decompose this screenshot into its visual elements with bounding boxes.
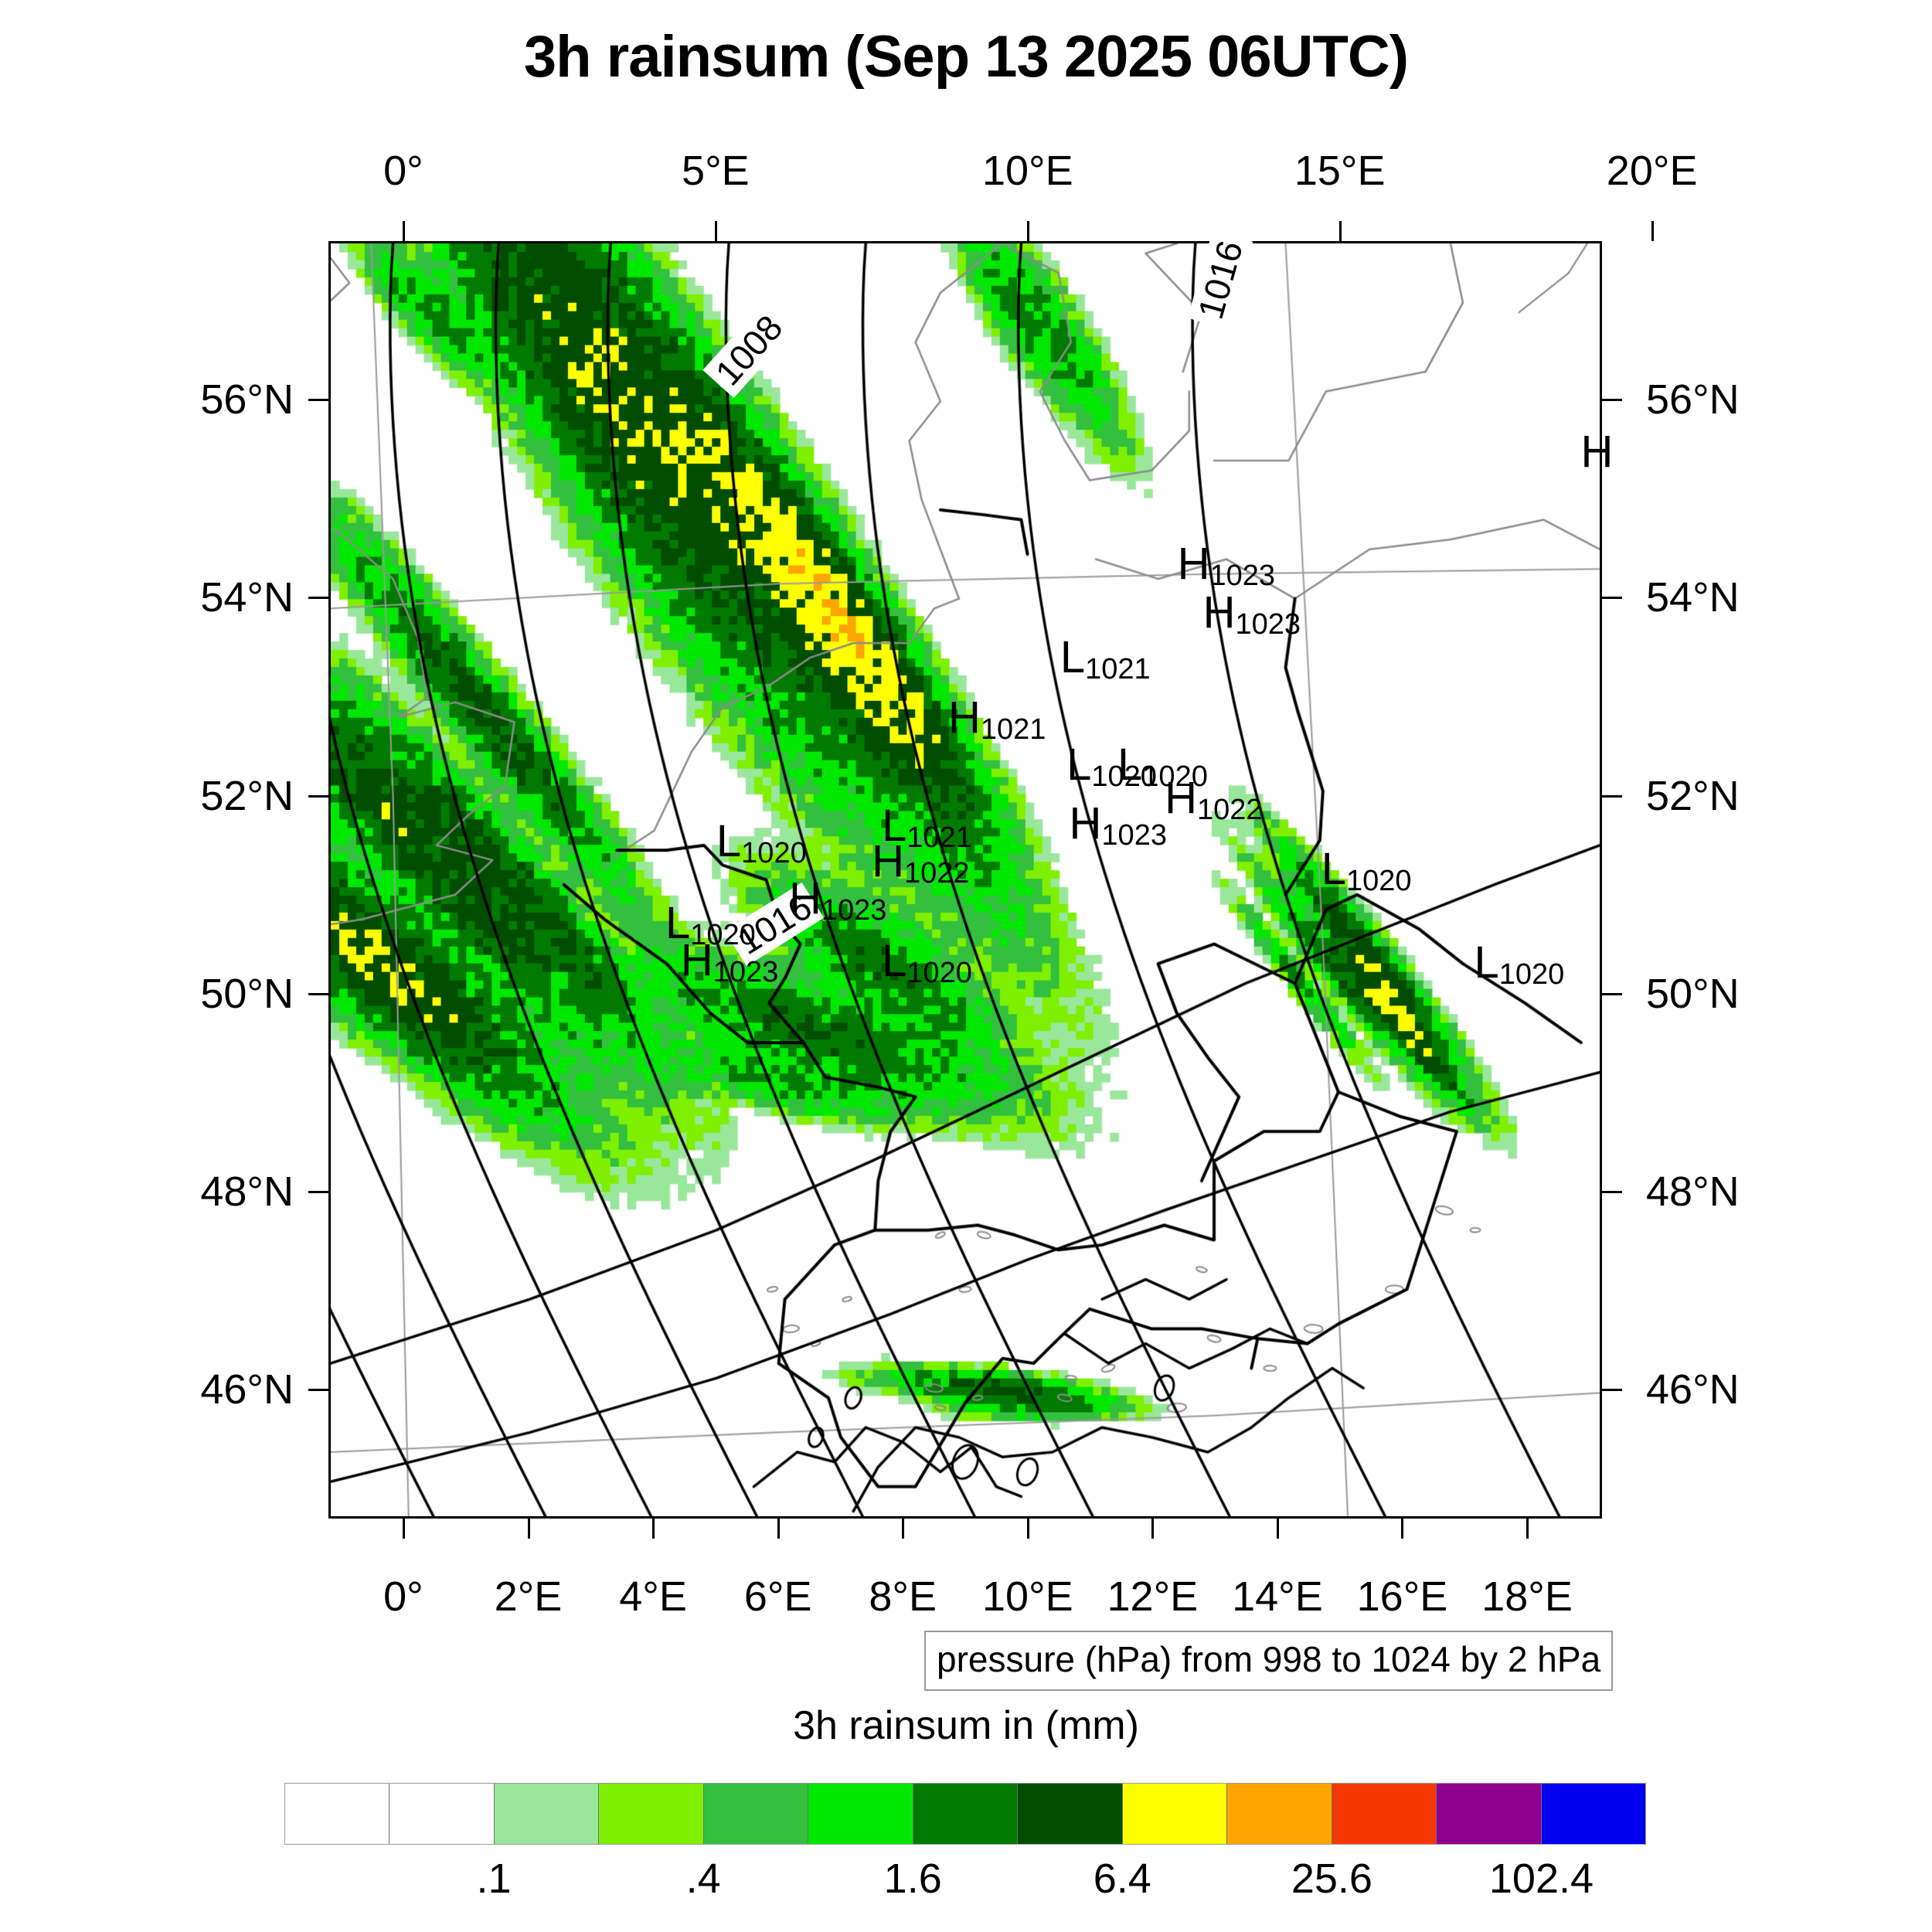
pressure-extreme-low-4: L1020 <box>1066 739 1157 793</box>
colorbar-swatch-3 <box>599 1784 704 1844</box>
axis-tick-left-5 <box>308 1389 328 1392</box>
axis-label-bottom-1: 2°E <box>494 1573 563 1620</box>
axis-tick-right-4 <box>1602 1191 1622 1194</box>
axis-label-bottom-7: 14°E <box>1232 1573 1323 1620</box>
axis-tick-top-1 <box>714 221 717 241</box>
pressure-contour-legend: pressure (hPa) from 998 to 1024 by 2 hPa <box>924 1631 1614 1691</box>
axis-tick-right-3 <box>1602 992 1622 995</box>
pressure-extreme-high-10: H1022 <box>872 836 970 890</box>
axis-label-top-4: 20°E <box>1606 148 1698 194</box>
axis-label-right-2: 52°N <box>1646 772 1740 819</box>
pressure-extreme-high-6: H1022 <box>1165 772 1263 826</box>
axis-label-right-0: 56°N <box>1646 376 1740 423</box>
pressure-extreme-low-2: L1021 <box>1060 631 1151 685</box>
axis-label-top-2: 10°E <box>981 148 1073 194</box>
axis-tick-bottom-0 <box>402 1519 405 1539</box>
axis-label-left-0: 56°N <box>200 376 294 423</box>
colorbar-swatch-8 <box>1122 1784 1228 1844</box>
axis-tick-left-3 <box>308 992 328 995</box>
axis-label-right-3: 50°N <box>1646 970 1740 1017</box>
axis-label-bottom-6: 12°E <box>1107 1573 1199 1620</box>
axis-label-bottom-4: 8°E <box>869 1573 937 1620</box>
colorbar-label-1: .4 <box>685 1855 721 1902</box>
axis-label-bottom-3: 6°E <box>743 1573 812 1620</box>
pressure-extreme-high-13: H1023 <box>680 934 779 988</box>
colorbar-swatch-7 <box>1018 1784 1123 1844</box>
colorbar-swatch-2 <box>494 1784 600 1844</box>
axis-tick-right-2 <box>1602 794 1622 798</box>
pressure-extreme-low-14: L1020 <box>882 936 972 990</box>
axis-label-bottom-9: 18°E <box>1481 1573 1573 1620</box>
colorbar-label-0: .1 <box>476 1855 512 1902</box>
axis-label-left-1: 54°N <box>200 574 294 621</box>
pressure-extreme-high-0: H1023 <box>1177 539 1276 593</box>
axis-label-bottom-2: 4°E <box>619 1573 687 1620</box>
colorbar-swatch-0 <box>285 1784 390 1844</box>
axis-tick-right-5 <box>1602 1389 1622 1392</box>
axis-label-left-5: 46°N <box>200 1366 294 1413</box>
colorbar-label-4: 25.6 <box>1291 1855 1372 1902</box>
axis-tick-top-0 <box>402 221 405 241</box>
pressure-extreme-low-15: L1020 <box>1321 844 1412 898</box>
axis-tick-left-4 <box>308 1191 328 1194</box>
map-plot-area <box>328 241 1602 1519</box>
colorbar-swatch-4 <box>703 1784 809 1844</box>
colorbar-swatch-11 <box>1437 1784 1542 1844</box>
colorbar-swatch-6 <box>913 1784 1019 1844</box>
axis-tick-left-0 <box>308 399 328 402</box>
axis-tick-left-1 <box>308 597 328 600</box>
axis-tick-bottom-5 <box>1026 1519 1029 1539</box>
pressure-extreme-low-9: L1020 <box>716 815 807 869</box>
pressure-extreme-high-11: H1023 <box>788 873 887 927</box>
axis-tick-left-2 <box>308 794 328 798</box>
axis-tick-bottom-4 <box>902 1519 905 1539</box>
axis-tick-top-3 <box>1338 221 1342 241</box>
axis-tick-bottom-8 <box>1401 1519 1404 1539</box>
pressure-extreme-high-3: H1021 <box>947 692 1046 746</box>
axis-tick-bottom-7 <box>1276 1519 1279 1539</box>
pressure-extreme-low-16: L1020 <box>1474 937 1565 991</box>
axis-label-top-3: 15°E <box>1294 148 1386 194</box>
axis-label-right-5: 46°N <box>1646 1366 1740 1413</box>
axis-label-right-4: 48°N <box>1646 1168 1740 1216</box>
colorbar-swatch-1 <box>389 1784 495 1844</box>
pressure-extreme-low-12: L1020 <box>665 897 756 951</box>
colorbar-swatch-12 <box>1541 1784 1646 1844</box>
map-raster <box>331 243 1600 1516</box>
axis-label-left-3: 50°N <box>200 970 294 1017</box>
axis-label-left-4: 48°N <box>200 1168 294 1216</box>
colorbar-label-5: 102.4 <box>1488 1855 1594 1902</box>
page-title: 3h rainsum (Sep 13 2025 06UTC) <box>523 24 1409 90</box>
axis-label-left-2: 52°N <box>200 772 294 819</box>
colorbar-swatch-5 <box>808 1784 913 1844</box>
axis-tick-top-4 <box>1651 221 1654 241</box>
axis-tick-bottom-6 <box>1151 1519 1155 1539</box>
axis-label-bottom-5: 10°E <box>981 1573 1073 1620</box>
axis-label-top-0: 0° <box>383 148 423 194</box>
axis-tick-bottom-2 <box>652 1519 655 1539</box>
axis-label-bottom-8: 16°E <box>1356 1573 1448 1620</box>
pressure-extreme-low-5: L1020 <box>1117 739 1208 793</box>
axis-tick-right-1 <box>1602 597 1622 600</box>
axis-label-right-1: 54°N <box>1646 574 1740 621</box>
pressure-extreme-high-17: H <box>1580 426 1614 477</box>
colorbar-swatch-9 <box>1227 1784 1332 1844</box>
pressure-extreme-low-8: L1021 <box>882 801 972 855</box>
axis-tick-top-2 <box>1026 221 1029 241</box>
axis-tick-bottom-9 <box>1526 1519 1529 1539</box>
axis-label-bottom-0: 0° <box>383 1573 423 1620</box>
pressure-extreme-high-1: H1023 <box>1202 587 1301 641</box>
colorbar-title: 3h rainsum in (mm) <box>793 1703 1139 1748</box>
colorbar-swatch-10 <box>1332 1784 1437 1844</box>
axis-tick-right-0 <box>1602 399 1622 402</box>
axis-tick-bottom-3 <box>777 1519 780 1539</box>
colorbar-label-2: 1.6 <box>883 1855 942 1902</box>
colorbar-label-3: 6.4 <box>1093 1855 1151 1902</box>
axis-tick-bottom-1 <box>527 1519 530 1539</box>
axis-label-top-1: 5°E <box>682 148 750 194</box>
pressure-extreme-high-7: H1023 <box>1069 798 1167 852</box>
colorbar <box>284 1783 1646 1845</box>
